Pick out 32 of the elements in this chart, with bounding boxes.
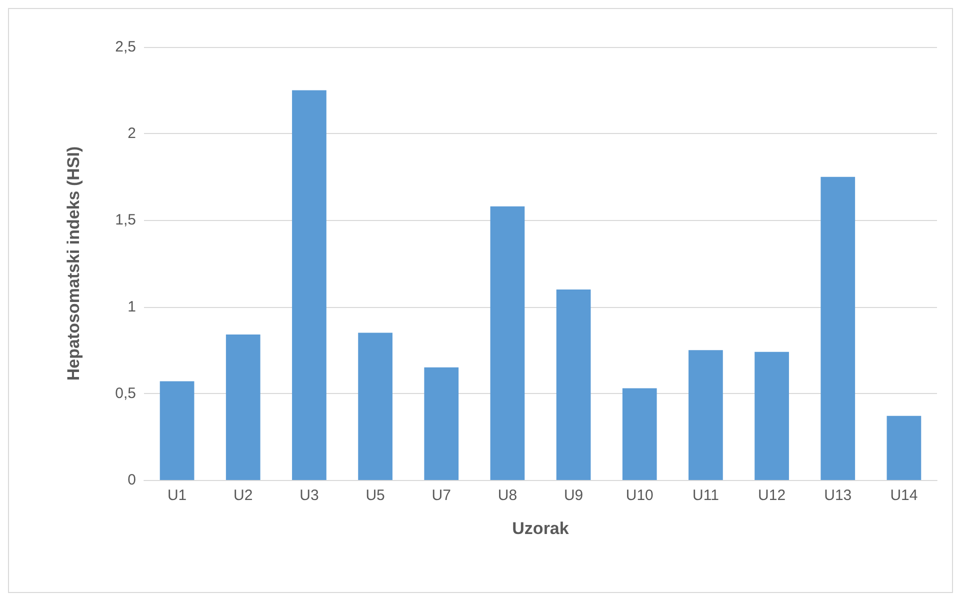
x-axis-title: Uzorak <box>512 519 570 538</box>
y-tick-label: 1 <box>128 298 136 316</box>
x-tick-label: U2 <box>234 487 253 504</box>
bar <box>688 350 723 480</box>
y-axis-title: Hepatosomatski indeks (HSI) <box>64 146 83 381</box>
bar <box>358 332 392 480</box>
x-tick-label: U7 <box>432 487 451 504</box>
x-tick-label: U1 <box>167 487 187 504</box>
x-tick-label: U12 <box>758 487 786 504</box>
x-tick-label: U14 <box>890 487 918 504</box>
x-tick-label: U3 <box>300 487 319 504</box>
x-tick-label: U11 <box>692 487 719 504</box>
bar <box>556 289 591 480</box>
bar <box>424 367 459 480</box>
bar <box>292 90 326 480</box>
bar <box>754 352 789 480</box>
y-tick-label: 0 <box>128 472 136 488</box>
bar <box>820 176 856 480</box>
y-tick-label: 2,5 <box>115 38 136 56</box>
bar <box>622 388 657 480</box>
y-tick-label: 0,5 <box>115 384 136 402</box>
x-tick-label: U10 <box>626 487 654 504</box>
bar <box>886 416 922 480</box>
y-tick-label: 2 <box>128 125 136 142</box>
x-tick-label: U8 <box>498 487 518 504</box>
y-tick-label: 1,5 <box>115 212 136 229</box>
x-tick-label: U13 <box>824 487 852 504</box>
x-tick-label: U9 <box>564 487 584 504</box>
bar <box>490 206 525 480</box>
x-tick-label: U5 <box>366 487 385 504</box>
bar <box>226 334 260 480</box>
bar <box>160 381 194 480</box>
